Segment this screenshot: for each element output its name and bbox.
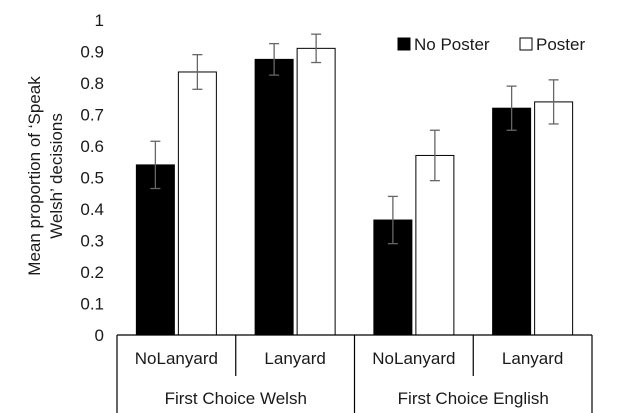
y-tick-label-0: 0 [95, 326, 104, 345]
category-label-3: Lanyard [502, 349, 563, 368]
legend: No Poster Poster [397, 35, 585, 54]
legend-label-no-poster: No Poster [414, 35, 490, 54]
y-tick-label-1: 0.1 [80, 295, 104, 314]
y-tick-label-8: 0.8 [80, 74, 104, 93]
error-bar-poster-1 [311, 33, 322, 64]
y-axis-title-line-1: Mean proportion of ‘Speak [25, 76, 44, 276]
error-bar-no-poster-0 [150, 140, 161, 190]
y-tick-label-9: 0.9 [80, 43, 104, 62]
error-bar-poster-2 [429, 129, 440, 182]
error-bar-poster-3 [548, 79, 559, 125]
bar-poster-3 [534, 101, 574, 336]
bar-no-poster-0 [135, 164, 175, 336]
y-axis-title-line-2: Welsh’ decisions [47, 113, 66, 239]
bar-poster-1 [296, 47, 336, 336]
bar-poster-2 [415, 154, 455, 336]
y-axis-title: Mean proportion of ‘Speak Welsh’ decisio… [25, 76, 66, 276]
category-label-0: NoLanyard [135, 349, 218, 368]
plot-area [135, 33, 574, 336]
y-axis: 0 0.1 0.2 0.3 0.4 0.5 0.6 0.7 0.8 0.9 1 [80, 11, 104, 345]
group-label-0: First Choice Welsh [165, 389, 307, 408]
y-tick-label-10: 1 [95, 11, 104, 30]
category-label-1: Lanyard [264, 349, 325, 368]
bar-no-poster-3 [492, 107, 532, 336]
y-tick-label-7: 0.7 [80, 106, 104, 125]
bar-poster-0 [177, 71, 217, 336]
error-bar-no-poster-2 [387, 195, 398, 245]
y-tick-label-5: 0.5 [80, 169, 104, 188]
group-label-1: First Choice English [398, 389, 549, 408]
y-tick-label-4: 0.4 [80, 200, 104, 219]
y-tick-label-3: 0.3 [80, 232, 104, 251]
x-axis: NoLanyard Lanyard NoLanyard Lanyard First Ch… [116, 334, 593, 413]
error-bar-poster-0 [192, 54, 203, 90]
error-bar-no-poster-1 [269, 42, 280, 76]
bar-no-poster-1 [254, 58, 294, 336]
error-bar-no-poster-3 [506, 85, 517, 131]
y-tick-label-6: 0.6 [80, 137, 104, 156]
legend-swatch-poster [519, 37, 533, 51]
legend-swatch-no-poster [397, 37, 411, 51]
category-label-2: NoLanyard [372, 349, 455, 368]
legend-label-poster: Poster [536, 35, 585, 54]
y-tick-label-2: 0.2 [80, 263, 104, 282]
